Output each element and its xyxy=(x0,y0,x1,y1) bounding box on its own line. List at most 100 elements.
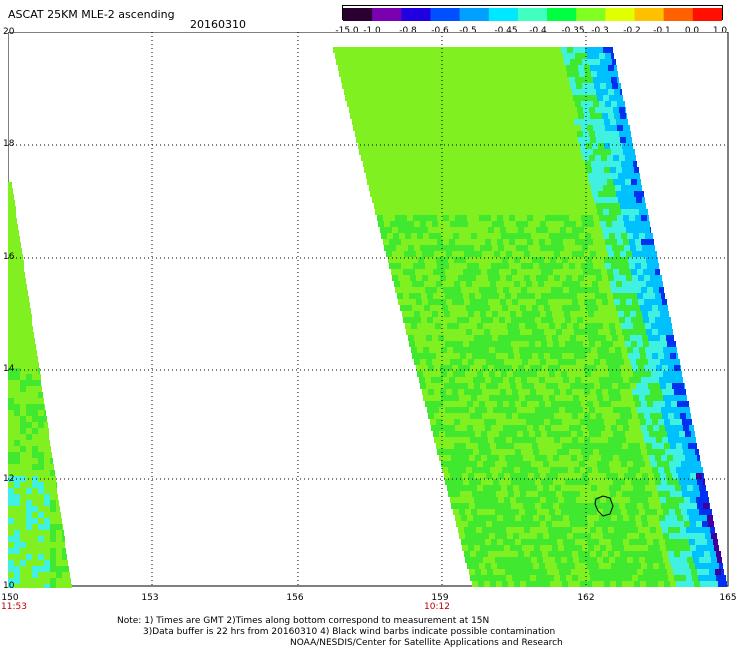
swath-cell xyxy=(557,287,563,293)
swath-cell xyxy=(457,431,463,437)
swath-cell xyxy=(692,551,698,557)
swath-cell xyxy=(541,155,547,161)
swath-cell xyxy=(517,341,523,347)
swath-cell xyxy=(432,197,438,203)
swath-cell xyxy=(470,137,476,143)
swath-cell xyxy=(670,329,673,335)
swath-cell xyxy=(631,341,637,347)
swath-cell xyxy=(534,221,540,227)
swath-cell xyxy=(704,575,710,581)
swath-cell xyxy=(457,179,463,185)
swath-cell xyxy=(638,527,644,533)
swath-cell xyxy=(586,305,592,311)
swath-cell xyxy=(373,131,379,137)
swath-cell xyxy=(460,257,466,263)
swath-cell xyxy=(617,287,623,293)
swath-cell xyxy=(56,584,62,588)
swath-cell xyxy=(664,467,670,473)
swath-cell xyxy=(463,407,469,413)
swath-cell xyxy=(585,347,591,353)
swath-cell xyxy=(673,503,679,509)
swath-cell xyxy=(419,263,425,269)
swath-cell xyxy=(14,338,20,344)
swath-cell xyxy=(433,269,439,275)
swath-cell xyxy=(469,131,475,137)
swath-cell xyxy=(507,371,513,377)
swath-cell xyxy=(489,533,495,539)
swath-cell xyxy=(50,554,56,560)
swath-cell xyxy=(388,257,394,263)
swath-cell xyxy=(547,179,553,185)
swath-cell xyxy=(611,377,617,383)
swath-cell xyxy=(555,395,561,401)
swath-cell xyxy=(399,209,405,215)
swath-cell xyxy=(428,389,434,395)
swath-cell xyxy=(622,419,628,425)
swath-cell xyxy=(485,101,491,107)
swath-cell xyxy=(50,500,56,506)
swath-cell xyxy=(62,554,67,560)
swath-cell xyxy=(575,539,581,545)
swath-cell xyxy=(651,509,657,515)
swath-cell xyxy=(636,335,642,341)
swath-cell xyxy=(555,485,561,491)
swath-cell xyxy=(560,389,566,395)
swath-cell xyxy=(532,257,538,263)
swath-cell xyxy=(596,65,602,71)
swath-cell xyxy=(402,83,408,89)
swath-cell xyxy=(513,209,519,215)
swath-cell xyxy=(477,71,483,77)
swath-cell xyxy=(640,281,646,287)
swath-cell xyxy=(467,401,473,407)
swath-cell xyxy=(347,101,353,107)
swath-cell xyxy=(546,83,552,89)
swath-cell xyxy=(518,89,524,95)
swath-cell xyxy=(342,83,348,89)
swath-cell xyxy=(423,323,429,329)
swath-cell xyxy=(568,419,574,425)
swath-cell xyxy=(443,215,449,221)
swath-cell xyxy=(608,551,614,557)
swath-cell xyxy=(671,449,677,455)
swath-cell xyxy=(419,149,425,155)
swath-cell xyxy=(442,305,448,311)
swath-cell xyxy=(536,437,542,443)
swath-cell xyxy=(659,287,664,293)
swath-cell xyxy=(447,95,453,101)
swath-cell xyxy=(415,155,421,161)
swath-cell xyxy=(8,560,14,566)
swath-cell xyxy=(654,545,660,551)
swath-cell xyxy=(424,305,430,311)
swath-cell xyxy=(648,359,654,365)
swath-cell xyxy=(445,341,451,347)
swath-cell xyxy=(486,173,492,179)
swath-cell xyxy=(32,434,38,440)
swath-cell xyxy=(624,335,630,341)
swath-cell xyxy=(474,245,480,251)
swath-cell xyxy=(534,335,540,341)
swath-cell xyxy=(587,377,593,383)
swath-cell xyxy=(38,482,44,488)
swath-cell xyxy=(549,209,555,215)
swath-cell xyxy=(442,353,448,359)
swath-cell xyxy=(523,431,529,437)
swath-cell xyxy=(420,59,426,65)
swath-cell xyxy=(461,77,467,83)
swath-cell xyxy=(468,59,474,65)
swath-cell xyxy=(619,341,625,347)
swath-cell xyxy=(561,347,567,353)
map-title: ASCAT 25KM MLE-2 ascending xyxy=(8,8,175,21)
swath-cell xyxy=(598,191,604,197)
swath-cell xyxy=(562,167,568,173)
swath-cell xyxy=(399,161,405,167)
swath-cell xyxy=(588,221,594,227)
swath-cell xyxy=(422,251,428,257)
swath-cell xyxy=(460,305,466,311)
swath-cell xyxy=(586,167,592,173)
swath-cell xyxy=(469,155,475,161)
swath-cell xyxy=(564,335,570,341)
swath-cell xyxy=(482,413,488,419)
swath-cell xyxy=(32,428,38,434)
swath-cell xyxy=(653,563,659,569)
swath-cell xyxy=(542,389,548,395)
